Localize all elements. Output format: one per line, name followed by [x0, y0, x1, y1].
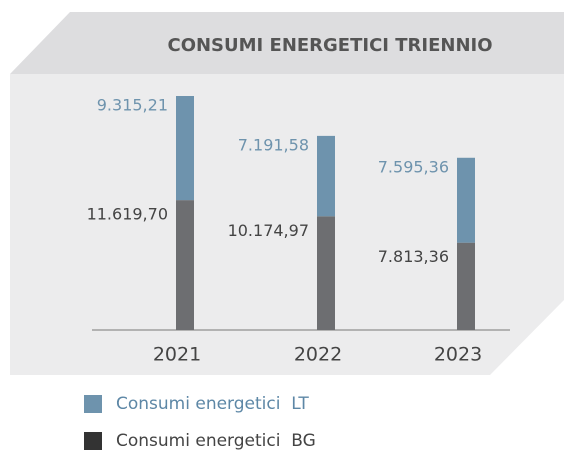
value-label: 10.174,97 [228, 221, 309, 240]
legend-label: Consumi energetici LT [116, 394, 309, 414]
bar-segment [317, 135, 335, 217]
bar-segment [176, 200, 194, 330]
value-label: 9.315,21 [97, 96, 168, 115]
bar-segment [457, 242, 475, 330]
legend-label: Consumi energetici BG [116, 431, 316, 451]
bar-segment [176, 96, 194, 201]
bar-segment [457, 157, 475, 243]
x-tick-label: 2022 [294, 344, 342, 366]
value-label: 7.191,58 [238, 135, 309, 154]
value-label: 7.813,36 [378, 247, 449, 266]
x-tick-label: 2023 [434, 344, 482, 366]
body-panel [10, 74, 564, 375]
bar-segment [317, 216, 335, 330]
value-label: 11.619,70 [87, 205, 168, 224]
legend-swatch [84, 432, 102, 450]
legend-swatch [84, 395, 102, 413]
chart-title: CONSUMI ENERGETICI TRIENNIO [167, 35, 492, 56]
x-tick-label: 2021 [153, 344, 201, 366]
header-panel [10, 12, 564, 74]
value-label: 7.595,36 [378, 157, 449, 176]
